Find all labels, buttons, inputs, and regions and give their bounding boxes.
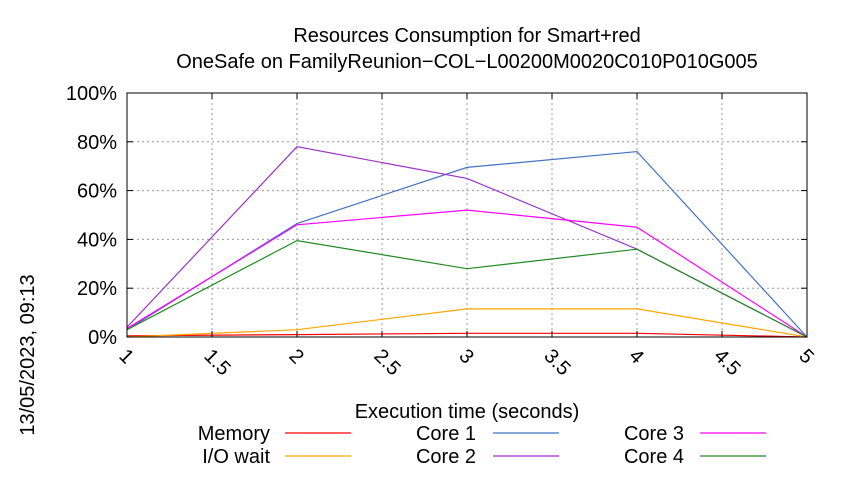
x-tick-label: 4 bbox=[624, 345, 647, 368]
series-line-i-o-wait bbox=[126, 308, 808, 338]
chart-title: Resources Consumption for Smart+red bbox=[293, 25, 640, 47]
tick-layer: 0% 20% 40% 60% 80% 100% 1 1.5 2 2.5 3 3.5 4 4.5 5 bbox=[66, 83, 818, 380]
x-tick-label: 1.5 bbox=[199, 345, 234, 380]
legend-label-core-2: Core 2 bbox=[416, 446, 476, 468]
timestamp-label: 13/05/2023, 09:13 bbox=[17, 274, 39, 435]
y-tick-label: 80% bbox=[77, 132, 117, 154]
legend-label-core-3: Core 3 bbox=[624, 423, 684, 445]
legend-label-memory: Memory bbox=[198, 423, 270, 445]
x-tick-label: 2.5 bbox=[369, 345, 404, 380]
y-tick-label: 100% bbox=[66, 83, 117, 105]
series-line-core-3 bbox=[126, 209, 808, 338]
x-tick-label: 2 bbox=[284, 345, 307, 368]
x-tick-label: 1 bbox=[114, 345, 137, 368]
x-tick-label: 3.5 bbox=[539, 345, 574, 380]
y-tick-label: 0% bbox=[88, 327, 117, 349]
y-tick-label: 20% bbox=[77, 278, 117, 300]
series-layer bbox=[126, 146, 808, 338]
x-tick-label: 5 bbox=[794, 345, 817, 368]
chart-subtitle: OneSafe on FamilyReunion−COL−L00200M0020… bbox=[176, 51, 758, 73]
y-tick-label: 40% bbox=[77, 229, 117, 251]
y-tick-label: 60% bbox=[77, 181, 117, 203]
legend-label-i-o-wait: I/O wait bbox=[202, 446, 270, 468]
legend-label-core-4: Core 4 bbox=[624, 446, 684, 468]
series-line-core-4 bbox=[126, 239, 808, 338]
legend-label-core-1: Core 1 bbox=[416, 423, 476, 445]
x-tick-label: 3 bbox=[454, 345, 477, 368]
x-axis-label: Execution time (seconds) bbox=[355, 401, 580, 423]
grid-layer bbox=[127, 93, 807, 337]
x-tick-label: 4.5 bbox=[709, 345, 744, 380]
